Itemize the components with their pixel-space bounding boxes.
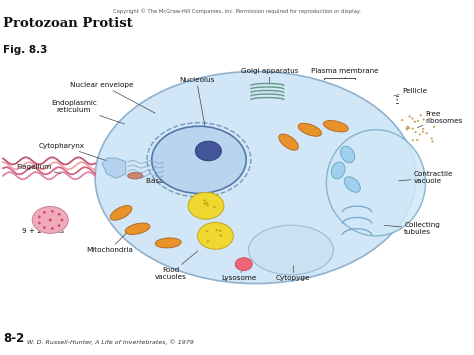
Ellipse shape — [61, 219, 64, 222]
Ellipse shape — [409, 115, 411, 118]
Ellipse shape — [341, 146, 355, 163]
Text: Protozoan Protist: Protozoan Protist — [3, 17, 133, 29]
Ellipse shape — [38, 222, 41, 224]
Text: Nucleus: Nucleus — [182, 153, 211, 159]
Ellipse shape — [298, 123, 321, 136]
Ellipse shape — [219, 230, 222, 232]
Text: Free
ribosomes: Free ribosomes — [417, 111, 463, 127]
Ellipse shape — [406, 128, 408, 130]
Ellipse shape — [426, 132, 428, 134]
Ellipse shape — [408, 127, 410, 129]
Ellipse shape — [207, 204, 209, 206]
Text: Pellicle: Pellicle — [394, 88, 427, 96]
Ellipse shape — [198, 223, 233, 249]
Ellipse shape — [412, 139, 414, 141]
Ellipse shape — [248, 225, 333, 275]
Ellipse shape — [32, 207, 68, 233]
Ellipse shape — [155, 238, 181, 248]
Ellipse shape — [205, 202, 208, 204]
Text: Lysosome: Lysosome — [221, 266, 257, 281]
Ellipse shape — [417, 120, 419, 122]
Text: Collecting
tubules: Collecting tubules — [384, 222, 440, 235]
Ellipse shape — [414, 131, 417, 133]
Ellipse shape — [414, 121, 416, 123]
Ellipse shape — [422, 118, 425, 120]
Ellipse shape — [188, 192, 224, 219]
Ellipse shape — [411, 118, 414, 120]
Ellipse shape — [195, 141, 221, 161]
Ellipse shape — [152, 126, 246, 193]
Text: Fig. 8.3: Fig. 8.3 — [3, 45, 47, 55]
Ellipse shape — [323, 120, 348, 132]
Text: Nuclear envelope: Nuclear envelope — [71, 82, 155, 113]
Ellipse shape — [203, 203, 206, 205]
Text: Cytopharynx: Cytopharynx — [39, 143, 108, 161]
Ellipse shape — [51, 227, 54, 230]
Ellipse shape — [95, 71, 416, 284]
Text: Contractile
vacuole: Contractile vacuole — [399, 171, 453, 184]
Ellipse shape — [421, 131, 424, 133]
Text: Plasma membrane: Plasma membrane — [311, 69, 379, 78]
Ellipse shape — [128, 173, 143, 179]
Ellipse shape — [205, 230, 208, 233]
Text: Flagellum: Flagellum — [16, 164, 61, 174]
Ellipse shape — [344, 177, 360, 192]
Ellipse shape — [407, 126, 409, 128]
Ellipse shape — [49, 218, 52, 222]
Ellipse shape — [431, 140, 434, 142]
Ellipse shape — [433, 126, 435, 128]
Ellipse shape — [110, 206, 132, 220]
Text: Cytopyge: Cytopyge — [276, 266, 310, 281]
Text: Copyright © The McGraw-Hill Companies, Inc. Permission required for reproduction: Copyright © The McGraw-Hill Companies, I… — [113, 9, 361, 14]
Ellipse shape — [419, 114, 422, 116]
Text: 8-2: 8-2 — [3, 333, 24, 345]
Text: Endoplasmic
reticulum: Endoplasmic reticulum — [51, 100, 125, 124]
Ellipse shape — [430, 137, 433, 140]
Ellipse shape — [411, 127, 414, 130]
Ellipse shape — [215, 229, 218, 231]
Ellipse shape — [43, 226, 46, 229]
Ellipse shape — [279, 134, 298, 150]
Ellipse shape — [406, 127, 408, 129]
Ellipse shape — [38, 215, 41, 218]
Ellipse shape — [327, 130, 426, 236]
Ellipse shape — [331, 162, 345, 179]
Ellipse shape — [51, 210, 54, 213]
Text: Golgi apparatus: Golgi apparatus — [241, 69, 299, 84]
Text: Food
vacuoles: Food vacuoles — [155, 251, 198, 280]
Text: 9 + 2 fibrils: 9 + 2 fibrils — [22, 221, 64, 234]
Ellipse shape — [43, 211, 46, 214]
Ellipse shape — [58, 213, 61, 216]
Ellipse shape — [401, 119, 403, 121]
Text: Mitochondria: Mitochondria — [86, 228, 133, 253]
Ellipse shape — [422, 128, 424, 130]
Ellipse shape — [219, 234, 222, 236]
Ellipse shape — [416, 139, 419, 141]
Text: Basal body: Basal body — [141, 177, 186, 184]
Ellipse shape — [203, 200, 206, 202]
Ellipse shape — [125, 223, 150, 235]
Polygon shape — [102, 158, 126, 178]
Text: W. D. Russell-Hunter, A Life of Invertebrates, © 1979: W. D. Russell-Hunter, A Life of Inverteb… — [27, 340, 193, 345]
Ellipse shape — [213, 206, 216, 208]
Ellipse shape — [58, 224, 61, 227]
Text: Nucleolus: Nucleolus — [179, 77, 214, 151]
Ellipse shape — [419, 133, 421, 135]
Ellipse shape — [235, 258, 252, 271]
Ellipse shape — [206, 240, 209, 242]
